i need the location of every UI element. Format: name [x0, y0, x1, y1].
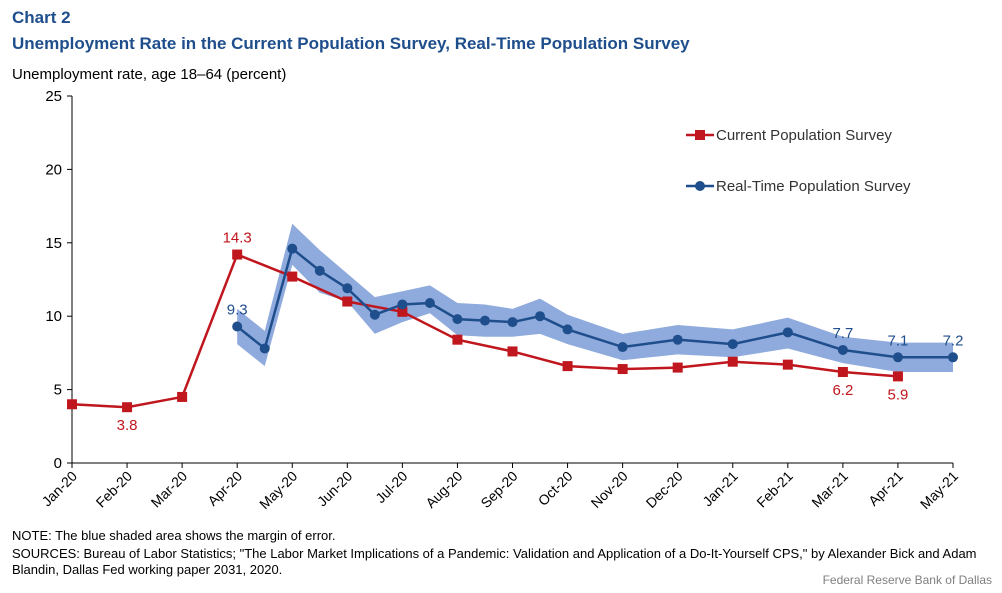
- rps-point: [479, 315, 490, 326]
- cps-data-label: 5.9: [888, 386, 909, 403]
- rps-point: [782, 327, 793, 338]
- x-tick-label: Sep-20: [477, 468, 520, 511]
- cps-data-label: 6.2: [832, 382, 853, 399]
- chart-label: Chart 2: [12, 8, 71, 27]
- rps-data-label: 7.2: [943, 332, 964, 349]
- footnote: NOTE: The blue shaded area shows the mar…: [12, 528, 336, 543]
- x-tick-label: Feb-20: [93, 468, 136, 511]
- cps-point: [782, 359, 793, 370]
- x-tick-label: Jul-20: [372, 468, 410, 506]
- rps-point: [287, 243, 298, 254]
- rps-point: [948, 352, 958, 363]
- sources-text: SOURCES: Bureau of Labor Statistics; "Th…: [12, 546, 977, 577]
- cps-point: [122, 402, 133, 413]
- rps-point: [617, 342, 628, 353]
- x-tick-label: Mar-20: [148, 468, 191, 511]
- cps-point: [507, 346, 518, 357]
- y-axis-title: Unemployment rate, age 18–64 (percent): [12, 66, 287, 83]
- x-tick-label: Nov-20: [588, 468, 631, 511]
- cps-point: [672, 362, 683, 373]
- rps-point: [562, 324, 573, 335]
- cps-point: [287, 271, 298, 282]
- rps-point: [892, 352, 903, 363]
- rps-series-line: [236, 246, 953, 359]
- rps-point: [535, 311, 546, 322]
- cps-data-label: 14.3: [223, 230, 252, 247]
- rps-point: [727, 339, 738, 350]
- rps-data-label: 7.7: [832, 325, 853, 342]
- cps-data-label: 3.8: [117, 417, 138, 434]
- rps-point: [314, 265, 325, 276]
- cps-point: [397, 306, 408, 317]
- y-tick-label: 5: [54, 382, 62, 399]
- rps-data-label: 9.3: [227, 301, 248, 318]
- legend-rps-marker: [695, 181, 705, 191]
- x-tick-label: Dec-20: [643, 468, 686, 511]
- y-tick-label: 20: [45, 161, 62, 178]
- x-tick-label: Jun-20: [314, 468, 356, 510]
- cps-point: [727, 356, 738, 367]
- cps-point: [617, 364, 628, 375]
- rps-data-label: 7.1: [888, 332, 909, 349]
- x-tick-label: May-20: [256, 468, 300, 512]
- x-tick-label: May-21: [917, 468, 961, 512]
- rps-point: [259, 343, 270, 354]
- y-tick-label: 0: [54, 455, 62, 472]
- legend-rps-label: Real-Time Population Survey: [716, 178, 911, 195]
- cps-point: [177, 391, 188, 402]
- y-tick-label: 10: [45, 308, 62, 325]
- x-tick-label: Feb-21: [753, 468, 796, 511]
- x-tick-label: Mar-21: [808, 468, 851, 511]
- chart-title: Unemployment Rate in the Current Populat…: [12, 34, 690, 53]
- x-tick-label: Apr-21: [865, 468, 906, 509]
- cps-series-line: [71, 252, 899, 409]
- cps-point: [562, 361, 573, 372]
- rps-point: [397, 299, 408, 310]
- rps-point: [507, 317, 518, 328]
- x-tick-label: Jan-21: [699, 468, 741, 510]
- rps-point: [342, 283, 353, 294]
- x-tick-label: Apr-20: [204, 468, 245, 509]
- cps-point: [342, 296, 353, 307]
- rps-point: [837, 344, 848, 355]
- x-tick-label: Aug-20: [422, 468, 465, 511]
- cps-point: [892, 371, 903, 382]
- legend-cps-label: Current Population Survey: [716, 127, 892, 144]
- rps-point: [232, 321, 243, 332]
- cps-point: [232, 249, 243, 260]
- x-tick-label: Jan-20: [39, 468, 81, 510]
- y-tick-label: 15: [45, 235, 62, 252]
- x-tick-label: Oct-20: [535, 468, 576, 509]
- rps-point: [672, 334, 683, 345]
- legend-cps-marker: [695, 130, 705, 140]
- cps-point: [452, 334, 463, 345]
- rps-point: [452, 314, 463, 325]
- rps-point: [369, 309, 380, 320]
- rps-point: [424, 297, 435, 308]
- cps-point: [67, 399, 77, 410]
- credit-text: Federal Reserve Bank of Dallas: [822, 573, 992, 587]
- cps-point: [837, 366, 848, 377]
- y-tick-label: 25: [45, 88, 62, 105]
